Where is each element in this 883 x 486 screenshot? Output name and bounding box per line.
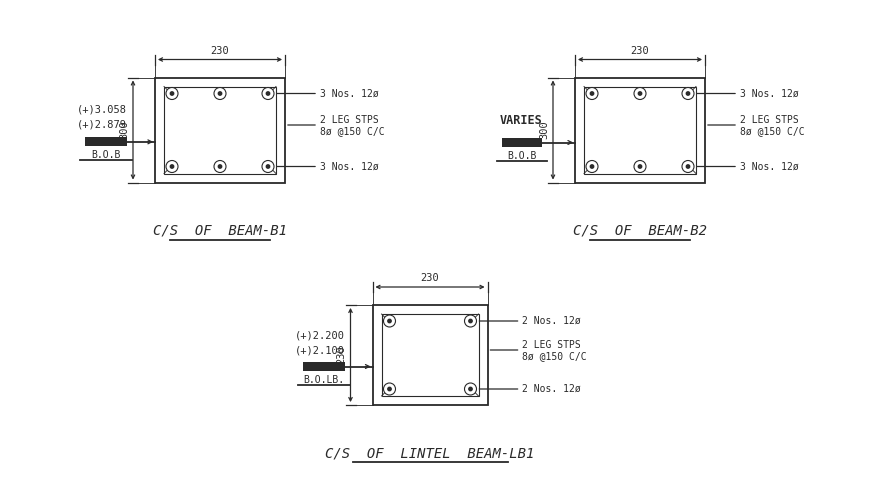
Circle shape <box>634 87 646 100</box>
Circle shape <box>586 87 598 100</box>
Text: 8ø @150 C/C: 8ø @150 C/C <box>320 126 385 136</box>
Circle shape <box>685 91 691 96</box>
Circle shape <box>214 160 226 173</box>
Text: C/S  OF  BEAM-B1: C/S OF BEAM-B1 <box>153 224 287 238</box>
Bar <box>584 87 696 174</box>
Circle shape <box>590 164 594 169</box>
Circle shape <box>166 160 178 173</box>
Text: 2 Nos. 12ø: 2 Nos. 12ø <box>523 384 581 394</box>
Circle shape <box>387 386 392 391</box>
Text: B.O.B: B.O.B <box>508 151 537 161</box>
Circle shape <box>685 164 691 169</box>
Text: 300: 300 <box>539 121 549 139</box>
Circle shape <box>634 160 646 173</box>
Circle shape <box>682 87 694 100</box>
Text: 8ø @150 C/C: 8ø @150 C/C <box>740 126 804 136</box>
Text: 230: 230 <box>630 46 649 55</box>
Circle shape <box>266 164 270 169</box>
Circle shape <box>682 160 694 173</box>
Circle shape <box>383 383 396 395</box>
Text: 3 Nos. 12ø: 3 Nos. 12ø <box>740 88 799 99</box>
Circle shape <box>166 87 178 100</box>
Circle shape <box>387 319 392 323</box>
Circle shape <box>586 160 598 173</box>
Text: 2 LEG STPS: 2 LEG STPS <box>320 115 379 125</box>
Circle shape <box>464 383 477 395</box>
Circle shape <box>170 164 175 169</box>
Bar <box>303 362 344 371</box>
Text: 230: 230 <box>336 346 346 364</box>
Text: (+)2.100: (+)2.100 <box>295 345 344 355</box>
Bar <box>164 87 276 174</box>
Bar <box>85 138 127 146</box>
Bar <box>381 314 479 396</box>
Circle shape <box>217 91 223 96</box>
Text: B.O.B: B.O.B <box>91 150 121 160</box>
Text: (+)2.200: (+)2.200 <box>295 330 344 340</box>
Circle shape <box>266 91 270 96</box>
Circle shape <box>464 315 477 327</box>
Text: 300: 300 <box>119 121 129 139</box>
Circle shape <box>262 87 274 100</box>
Text: (+)3.058: (+)3.058 <box>77 104 127 114</box>
Circle shape <box>468 319 473 323</box>
Text: 8ø @150 C/C: 8ø @150 C/C <box>523 351 587 361</box>
Circle shape <box>214 87 226 100</box>
Bar <box>502 138 542 147</box>
Text: B.O.LB.: B.O.LB. <box>303 375 344 385</box>
Bar <box>155 77 285 183</box>
Text: 2 LEG STPS: 2 LEG STPS <box>523 340 581 350</box>
Text: 230: 230 <box>420 273 440 283</box>
Text: 2 Nos. 12ø: 2 Nos. 12ø <box>523 316 581 326</box>
Text: 2 LEG STPS: 2 LEG STPS <box>740 115 799 125</box>
Text: C/S  OF  LINTEL  BEAM-LB1: C/S OF LINTEL BEAM-LB1 <box>325 446 535 460</box>
Text: 3 Nos. 12ø: 3 Nos. 12ø <box>320 88 379 99</box>
Bar <box>373 305 487 405</box>
Circle shape <box>638 91 643 96</box>
Text: C/S  OF  BEAM-B2: C/S OF BEAM-B2 <box>573 224 707 238</box>
Text: 3 Nos. 12ø: 3 Nos. 12ø <box>740 161 799 172</box>
Text: 230: 230 <box>211 46 230 55</box>
Circle shape <box>217 164 223 169</box>
Bar <box>575 77 705 183</box>
Circle shape <box>468 386 473 391</box>
Text: 3 Nos. 12ø: 3 Nos. 12ø <box>320 161 379 172</box>
Text: VARIES: VARIES <box>499 114 542 126</box>
Circle shape <box>170 91 175 96</box>
Circle shape <box>262 160 274 173</box>
Circle shape <box>638 164 643 169</box>
Circle shape <box>590 91 594 96</box>
Circle shape <box>383 315 396 327</box>
Text: (+)2.879: (+)2.879 <box>77 120 127 130</box>
